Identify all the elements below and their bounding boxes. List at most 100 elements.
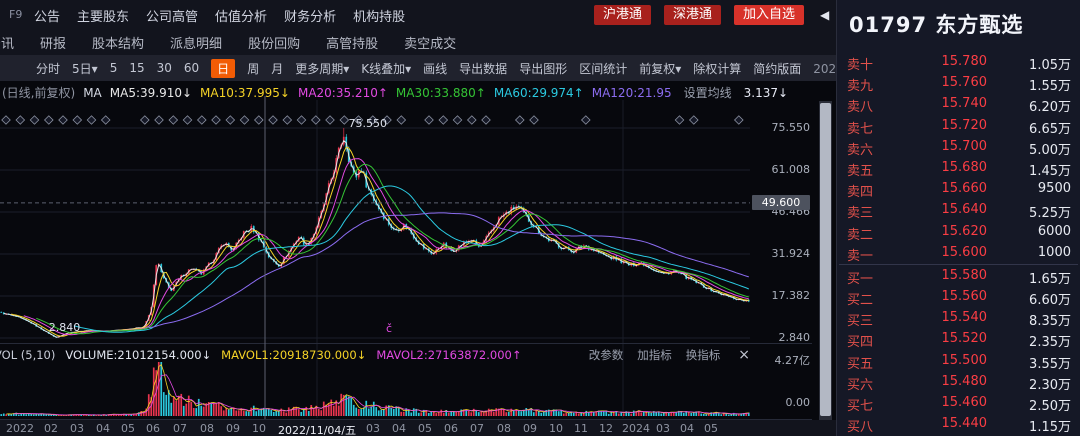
period-15min[interactable]: 15	[129, 61, 145, 75]
menu-item-executives[interactable]: 公司高管	[146, 9, 199, 25]
scrollbar-thumb[interactable]	[820, 103, 831, 416]
add-indicator-button[interactable]: 加指标	[637, 348, 672, 362]
main-menu: 公告 主要股东 公司高管 估值分析 财务分析 机构持股	[34, 0, 405, 30]
bid-row-7[interactable]: 买七 15.460 2.50万	[837, 393, 1080, 414]
event-marker-icon	[481, 115, 491, 125]
collapse-panel-arrow-icon[interactable]: ◀	[820, 8, 830, 22]
crosshair-date-label: 2022/11/04/五	[278, 424, 357, 436]
bid-row-6[interactable]: 买六 15.480 2.30万	[837, 372, 1080, 393]
vertical-scrollbar[interactable]	[819, 101, 832, 420]
period-weekly[interactable]: 周	[247, 61, 260, 76]
close-indicator-icon[interactable]: ×	[738, 347, 750, 363]
bid-row-5[interactable]: 买五 15.500 3.55万	[837, 351, 1080, 372]
tab-news[interactable]: 资讯	[0, 37, 15, 52]
bid-price: 15.440	[941, 416, 988, 432]
tab-share-buyback[interactable]: 股份回购	[248, 37, 301, 52]
ma-settings-button[interactable]: 设置均线	[683, 86, 732, 100]
stock-title: 01797 东方甄选	[849, 13, 1024, 37]
period-30min[interactable]: 30	[156, 61, 172, 75]
ask-quantity: 1000	[1037, 244, 1071, 260]
event-marker-icon	[580, 115, 591, 125]
vol-indicator-label: VOL (5,10)	[0, 348, 56, 362]
period-60min[interactable]: 60	[183, 61, 200, 75]
ask-price: 15.700	[941, 138, 988, 154]
menu-item-institutional-holdings[interactable]: 机构持股	[353, 9, 406, 25]
bid-row-2[interactable]: 买二 15.560 6.60万	[837, 287, 1080, 308]
bid-level-label: 买八	[847, 420, 874, 436]
tab-dividend-details[interactable]: 派息明细	[170, 37, 223, 52]
date-axis-label: 02	[44, 422, 58, 435]
date-axis-label: 04	[96, 422, 110, 435]
period-5day[interactable]: 5日▾	[72, 61, 98, 76]
ask-quantity: 9500	[1037, 181, 1071, 197]
sz-hk-connect-button[interactable]: 深港通	[664, 5, 722, 25]
ask-row-2[interactable]: 卖二 15.620 6000	[837, 222, 1080, 243]
change-params-button[interactable]: 改参数	[588, 348, 624, 362]
date-axis-label: 04	[392, 422, 406, 435]
ask-row-5[interactable]: 卖五 15.680 1.45万	[837, 158, 1080, 179]
date-axis-label: 10	[252, 422, 266, 435]
ma-group-label: MA	[83, 85, 102, 100]
date-axis-label: 05	[418, 422, 432, 435]
ask-row-8[interactable]: 卖八 15.740 6.20万	[837, 94, 1080, 115]
ask-level-label: 卖九	[847, 79, 874, 95]
menu-item-announcements[interactable]: 公告	[34, 9, 61, 25]
period-timeshare[interactable]: 分时	[36, 61, 61, 76]
bid-price: 15.500	[941, 352, 988, 368]
bid-row-8[interactable]: 买八 15.440 1.15万	[837, 414, 1080, 435]
ask-row-1[interactable]: 卖一 15.600 1000	[837, 243, 1080, 264]
bid-row-1[interactable]: 买一 15.580 1.65万	[837, 266, 1080, 287]
event-marker-icon	[58, 115, 68, 125]
event-marker-icon	[529, 115, 539, 125]
add-watchlist-button[interactable]: 加入自选	[734, 5, 805, 25]
event-marker-icon	[296, 115, 307, 125]
event-marker-icon	[674, 115, 685, 125]
bid-row-4[interactable]: 买四 15.520 2.35万	[837, 329, 1080, 350]
ask-row-10[interactable]: 卖十 15.780 1.05万	[837, 52, 1080, 73]
event-marker-icon	[182, 115, 193, 125]
period-daily-active[interactable]: 日	[211, 58, 236, 78]
more-periods-dropdown[interactable]: 更多周期▾	[295, 61, 350, 76]
ask-quantity: 1.05万	[1029, 58, 1071, 73]
simple-layout-button[interactable]: 简约版面	[753, 61, 802, 76]
menu-item-valuation[interactable]: 估值分析	[215, 9, 268, 25]
tab-short-selling[interactable]: 卖空成交	[404, 37, 457, 52]
tab-research-reports[interactable]: 研报	[40, 37, 67, 52]
sh-hk-connect-button[interactable]: 沪港通	[594, 5, 652, 25]
range-statistics-button[interactable]: 区间统计	[579, 61, 628, 76]
forward-adjust-dropdown[interactable]: 前复权▾	[639, 61, 682, 76]
ask-level-label: 卖四	[847, 185, 874, 201]
top-menu-bar: F9 公告 主要股东 公司高管 估值分析 财务分析 机构持股 沪港通 深港通 加…	[0, 0, 836, 30]
date-axis-label: 09	[226, 422, 240, 435]
event-marker-icon	[43, 115, 54, 125]
volume-indicator-bar: VOL (5,10) VOLUME:21012154.000↓ MAVOL1:2…	[0, 347, 754, 363]
ask-row-4[interactable]: 卖四 15.660 9500	[837, 179, 1080, 200]
export-image-button[interactable]: 导出图形	[519, 61, 568, 76]
period-5min[interactable]: 5	[109, 61, 118, 75]
ask-row-9[interactable]: 卖九 15.760 1.55万	[837, 73, 1080, 94]
draw-line-button[interactable]: 画线	[423, 61, 448, 76]
ask-level-label: 卖三	[847, 206, 874, 222]
ask-row-6[interactable]: 卖六 15.700 5.00万	[837, 137, 1080, 158]
tab-share-structure[interactable]: 股本结构	[92, 37, 145, 52]
ask-price: 15.760	[941, 75, 988, 91]
period-monthly[interactable]: 月	[271, 61, 284, 76]
event-marker-icon	[382, 115, 392, 125]
switch-indicator-button[interactable]: 换指标	[685, 348, 721, 362]
event-marker-icon	[1, 115, 11, 125]
exright-calc-button[interactable]: 除权计算	[693, 61, 742, 76]
export-data-button[interactable]: 导出数据	[459, 61, 508, 76]
tab-executive-holdings[interactable]: 高管持股	[326, 37, 379, 52]
bid-row-3[interactable]: 买三 15.540 8.35万	[837, 308, 1080, 329]
kline-overlay-dropdown[interactable]: K线叠加▾	[361, 61, 412, 76]
candlestick-chart[interactable]	[0, 0, 836, 436]
ask-row-3[interactable]: 卖三 15.640 5.25万	[837, 200, 1080, 221]
ma20-line	[23, 158, 749, 336]
ask-row-7[interactable]: 卖七 15.720 6.65万	[837, 116, 1080, 137]
grid-layer	[0, 100, 812, 420]
menu-item-financials[interactable]: 财务分析	[284, 9, 337, 25]
ask-price: 15.680	[941, 159, 988, 175]
candles-layer	[0, 128, 750, 338]
menu-item-major-shareholders[interactable]: 主要股东	[77, 9, 130, 25]
